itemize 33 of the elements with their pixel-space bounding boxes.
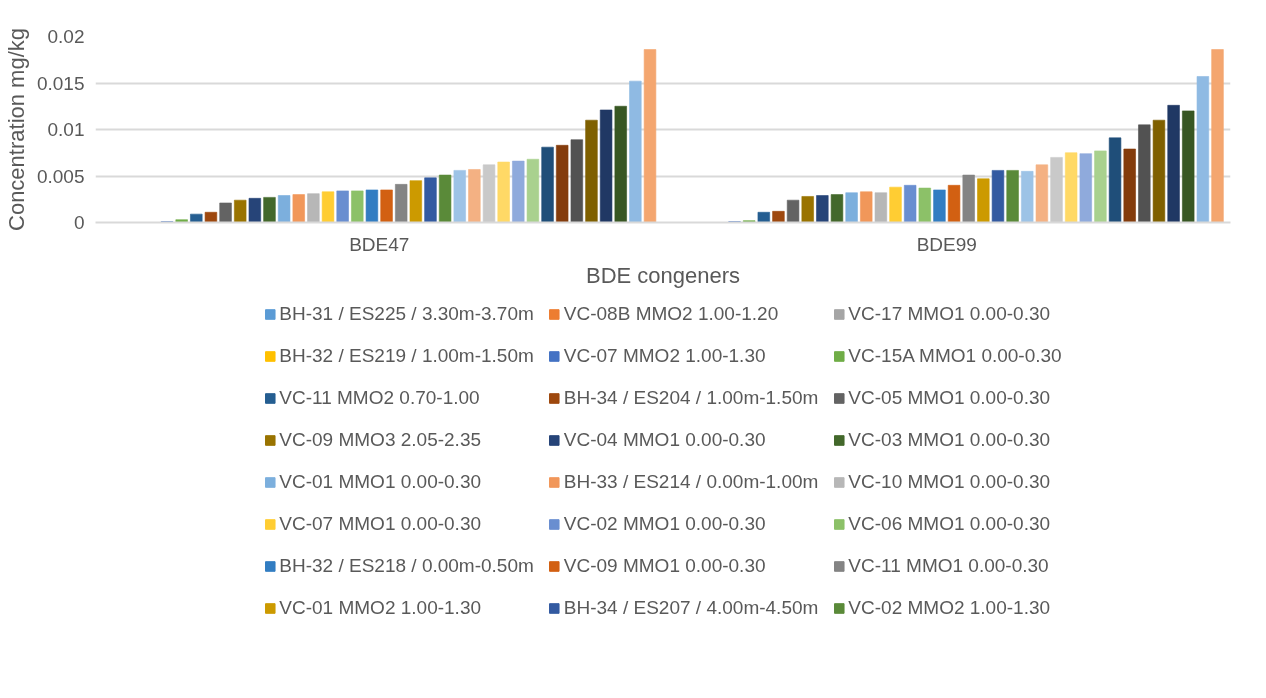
- legend-label: VC-15A MMO1 0.00-0.30: [848, 344, 1062, 368]
- y-tick-label: 0: [73, 212, 85, 233]
- legend-label: BH-33 / ES214 / 0.00m-1.00m: [563, 470, 819, 494]
- legend-label: VC-03 MMO1 0.00-0.30: [848, 428, 1051, 452]
- legend-label: VC-07 MMO2 1.00-1.30: [563, 344, 766, 368]
- y-tick-label: 0.02: [47, 26, 85, 47]
- legend-label: VC-08B MMO2 1.00-1.20: [563, 302, 779, 326]
- legend-label: BH-34 / ES204 / 1.00m-1.50m: [563, 386, 819, 410]
- legend-label: VC-09 MMO3 2.05-2.35: [279, 428, 482, 452]
- legend-label: VC-17 MMO1 0.00-0.30: [848, 302, 1051, 326]
- legend-label: VC-01 MMO1 0.00-0.30: [279, 470, 482, 494]
- legend-label: VC-02 MMO1 0.00-0.30: [563, 512, 766, 536]
- x-axis-title: BDE congeners: [585, 262, 741, 288]
- x-tick-label: BDE47: [349, 233, 410, 255]
- legend-label: VC-02 MMO2 1.00-1.30: [848, 596, 1051, 620]
- x-tick-label: BDE99: [916, 233, 977, 255]
- y-axis-title: Concentration mg/kg: [3, 28, 29, 231]
- legend-label: VC-11 MMO2 0.70-1.00: [279, 386, 480, 410]
- legend-label: VC-10 MMO1 0.00-0.30: [848, 470, 1051, 494]
- legend-label: VC-01 MMO2 1.00-1.30: [279, 596, 482, 620]
- legend-label: VC-06 MMO1 0.00-0.30: [848, 512, 1051, 536]
- legend-label: BH-32 / ES219 / 1.00m-1.50m: [279, 344, 534, 368]
- y-tick-label: 0.01: [47, 119, 85, 140]
- legend-label: VC-09 MMO1 0.00-0.30: [563, 554, 766, 578]
- legend-label: VC-11 MMO1 0.00-0.30: [848, 554, 1049, 578]
- legend-label: VC-04 MMO1 0.00-0.30: [563, 428, 766, 452]
- legend-label: BH-31 / ES225 / 3.30m-3.70m: [279, 302, 534, 326]
- legend-label: VC-07 MMO1 0.00-0.30: [279, 512, 482, 536]
- y-tick-label: 0.015: [36, 72, 85, 94]
- legend-label: VC-05 MMO1 0.00-0.30: [848, 386, 1051, 410]
- legend-label: BH-34 / ES207 / 4.00m-4.50m: [563, 596, 819, 620]
- y-tick-label: 0.005: [36, 165, 85, 187]
- legend-label: BH-32 / ES218 / 0.00m-0.50m: [279, 554, 534, 578]
